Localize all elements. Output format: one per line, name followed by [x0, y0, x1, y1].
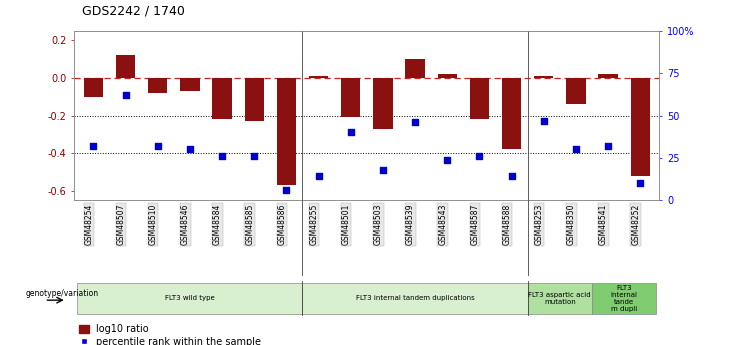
FancyBboxPatch shape — [302, 283, 528, 314]
Bar — [437, 74, 457, 78]
Point — [409, 120, 421, 125]
Point — [442, 157, 453, 162]
Bar — [631, 78, 650, 176]
Text: FLT3 internal tandem duplications: FLT3 internal tandem duplications — [356, 295, 474, 302]
FancyBboxPatch shape — [592, 283, 657, 314]
Bar — [213, 78, 232, 119]
Text: GSM48510: GSM48510 — [149, 204, 158, 245]
Text: GSM48585: GSM48585 — [245, 204, 254, 245]
Bar — [309, 76, 328, 78]
Text: FLT3 wild type: FLT3 wild type — [165, 295, 215, 302]
Text: GSM48507: GSM48507 — [116, 204, 125, 245]
Point — [345, 130, 356, 135]
Bar — [470, 78, 489, 119]
Bar — [116, 56, 135, 78]
Text: GSM48503: GSM48503 — [374, 204, 383, 245]
FancyBboxPatch shape — [77, 283, 302, 314]
Text: FLT3 aspartic acid
mutation: FLT3 aspartic acid mutation — [528, 292, 591, 305]
Text: GSM48587: GSM48587 — [471, 204, 479, 245]
Text: GSM48254: GSM48254 — [84, 204, 93, 245]
Point — [248, 154, 260, 159]
Bar — [180, 78, 199, 91]
Bar — [373, 78, 393, 129]
Point — [216, 154, 228, 159]
Bar — [276, 78, 296, 185]
Bar — [599, 74, 618, 78]
Text: GSM48588: GSM48588 — [502, 204, 511, 245]
Text: GSM48501: GSM48501 — [342, 204, 350, 245]
Text: GSM48253: GSM48253 — [535, 204, 544, 245]
FancyBboxPatch shape — [528, 283, 592, 314]
Point — [280, 187, 292, 193]
Bar — [566, 78, 585, 104]
Bar — [534, 76, 554, 78]
Text: GSM48584: GSM48584 — [213, 204, 222, 245]
Text: GSM48539: GSM48539 — [406, 204, 415, 245]
Bar — [405, 59, 425, 78]
Text: genotype/variation: genotype/variation — [26, 289, 99, 298]
Point — [538, 118, 550, 124]
Bar — [341, 78, 360, 117]
Point — [570, 147, 582, 152]
Text: GSM48546: GSM48546 — [181, 204, 190, 245]
Text: GSM48543: GSM48543 — [438, 204, 448, 245]
Point — [119, 92, 131, 98]
Point — [313, 174, 325, 179]
Point — [184, 147, 196, 152]
Bar — [84, 78, 103, 97]
Bar — [245, 78, 264, 121]
Point — [377, 167, 389, 172]
Point — [152, 143, 164, 149]
Text: FLT3
internal
tande
m dupli: FLT3 internal tande m dupli — [611, 285, 637, 312]
Point — [87, 143, 99, 149]
Text: GSM48350: GSM48350 — [567, 204, 576, 245]
Point — [634, 180, 646, 186]
Legend: log10 ratio, percentile rank within the sample: log10 ratio, percentile rank within the … — [79, 324, 262, 345]
Text: GSM48541: GSM48541 — [599, 204, 608, 245]
Point — [473, 154, 485, 159]
Text: GSM48252: GSM48252 — [631, 204, 640, 245]
Text: GSM48255: GSM48255 — [310, 204, 319, 245]
Text: GDS2242 / 1740: GDS2242 / 1740 — [82, 4, 185, 17]
Text: GSM48586: GSM48586 — [277, 204, 286, 245]
Bar — [148, 78, 167, 93]
Point — [602, 143, 614, 149]
Point — [505, 174, 517, 179]
Bar — [502, 78, 521, 149]
